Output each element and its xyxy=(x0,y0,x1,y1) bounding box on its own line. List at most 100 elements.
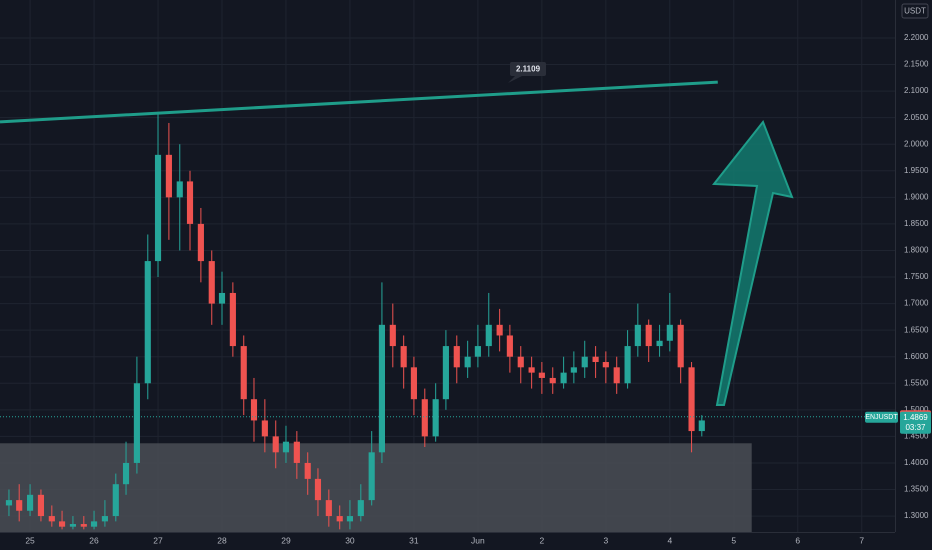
candle-body xyxy=(26,494,34,511)
candle-body xyxy=(378,324,385,453)
candle-body xyxy=(304,462,311,479)
candle-body xyxy=(112,484,119,517)
trend-label: 2.1109 xyxy=(516,65,541,74)
candle-body xyxy=(229,292,236,347)
x-tick-label: 7 xyxy=(859,535,864,545)
trend-label-pointer xyxy=(508,76,522,83)
candle-body xyxy=(240,346,247,400)
x-tick-label: 6 xyxy=(795,535,800,545)
candle-body xyxy=(688,367,695,432)
candle-body xyxy=(432,399,439,437)
candle-body xyxy=(346,516,354,522)
y-tick-label: 1.7500 xyxy=(904,272,929,281)
trend-line xyxy=(0,80,718,124)
y-tick-label: 1.9000 xyxy=(904,192,929,201)
y-tick-label: 1.6000 xyxy=(904,352,929,361)
y-tick-label: 1.5500 xyxy=(904,378,929,387)
candle-body xyxy=(314,478,322,501)
y-tick-label: 2.1000 xyxy=(904,86,929,95)
y-tick-label: 1.3000 xyxy=(904,511,929,520)
candle-body xyxy=(208,261,215,304)
countdown: 03:37 xyxy=(905,423,926,432)
x-tick-label: 5 xyxy=(731,535,736,545)
last-price-box xyxy=(900,411,931,434)
candle-body xyxy=(5,500,13,506)
y-tick-label: 1.8500 xyxy=(904,219,929,228)
x-tick-label: 26 xyxy=(89,535,99,545)
y-tick-label: 2.0000 xyxy=(904,139,929,148)
x-tick-label: 25 xyxy=(25,535,35,545)
candle-body xyxy=(666,324,673,341)
candle-body xyxy=(293,441,300,463)
x-tick-label: 31 xyxy=(409,535,419,545)
candle-body xyxy=(69,524,77,527)
candle-body xyxy=(272,436,279,453)
y-tick-label: 2.2000 xyxy=(904,33,929,42)
candle-body xyxy=(453,346,460,368)
candle-body xyxy=(48,516,55,522)
y-tick-label: 1.3500 xyxy=(904,485,929,494)
candle-body xyxy=(645,324,652,347)
candle-body xyxy=(197,223,204,262)
candle-body xyxy=(464,356,471,368)
x-tick-label: 3 xyxy=(603,535,608,545)
y-tick-label: 1.7000 xyxy=(904,299,929,308)
candle-body xyxy=(624,346,631,384)
symbol: ENJUSDT xyxy=(865,414,898,421)
x-tick-label: 27 xyxy=(153,535,163,545)
y-tick-label: 1.8000 xyxy=(904,246,929,255)
candle-body xyxy=(165,154,172,198)
x-tick-label: 2 xyxy=(539,535,544,545)
candle-body xyxy=(528,367,535,373)
candle-body xyxy=(517,356,524,368)
candle-body xyxy=(325,500,332,517)
candle-body xyxy=(656,340,663,347)
candle-body xyxy=(218,292,226,304)
candle-body xyxy=(570,367,577,373)
candle-body xyxy=(90,521,98,527)
candle-body xyxy=(613,367,620,384)
candle-body xyxy=(506,335,513,357)
support-zone xyxy=(0,443,752,532)
candle-body xyxy=(421,399,428,437)
candle-body xyxy=(698,420,705,432)
currency: USDT xyxy=(904,7,926,16)
y-tick-label: 2.1500 xyxy=(904,60,929,69)
y-tick-label: 2.0500 xyxy=(904,113,929,122)
trend-label-box xyxy=(510,62,546,76)
x-tick-label: 28 xyxy=(217,535,227,545)
overlay: 2.1109 xyxy=(0,62,895,418)
candle-body xyxy=(549,377,556,384)
candle-body xyxy=(336,516,343,522)
candle-body xyxy=(186,181,194,224)
candle-body xyxy=(282,441,290,453)
candle-body xyxy=(581,356,588,368)
last-price: 1.4869 xyxy=(903,413,928,422)
candle-body xyxy=(122,462,130,485)
candle-body xyxy=(538,372,545,378)
candle-body xyxy=(133,383,140,463)
currency-box[interactable] xyxy=(901,3,929,19)
candle-body xyxy=(400,346,407,368)
candle-body xyxy=(261,420,268,437)
y-tick-label: 1.6500 xyxy=(904,325,929,334)
candle-body xyxy=(16,500,23,511)
candle-body xyxy=(592,356,599,363)
y-tick-label: 1.4500 xyxy=(904,431,929,440)
candle-body xyxy=(634,324,641,347)
candle-body xyxy=(677,324,684,368)
candle-body xyxy=(368,452,375,501)
y-tick-label: 1.5000 xyxy=(904,405,929,414)
candle-body xyxy=(602,362,609,368)
candle-body xyxy=(485,324,492,347)
zone-layer xyxy=(0,443,752,532)
candle-body xyxy=(80,524,87,527)
candle-body xyxy=(144,261,151,384)
candle-body xyxy=(176,181,183,198)
candle-body xyxy=(410,367,417,400)
candle-body xyxy=(58,521,66,527)
candle-body xyxy=(560,372,567,384)
candle-body xyxy=(496,324,503,336)
